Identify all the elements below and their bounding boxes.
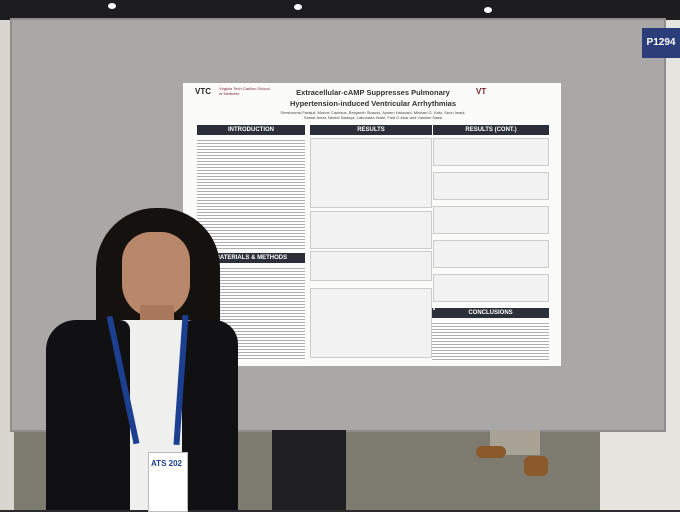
figure-panel xyxy=(433,172,549,200)
figure-panel xyxy=(433,240,549,268)
figure-panel xyxy=(310,211,432,249)
shoe xyxy=(524,456,548,476)
section-header: CONCLUSIONS xyxy=(432,308,549,318)
figure-panel xyxy=(433,274,549,302)
dark-legs xyxy=(272,430,346,510)
partner-logo: VT xyxy=(476,87,487,96)
body-text xyxy=(197,138,305,250)
booth-label: P1294 xyxy=(642,28,680,58)
logo: VTC xyxy=(195,87,211,96)
title: Extracellular-cAMP Suppresses Pulmonary … xyxy=(263,87,483,109)
light xyxy=(484,7,492,13)
light xyxy=(108,3,116,9)
author-line: Sheshruma Parajuli, Monne Cachaux, Benja… xyxy=(280,110,466,115)
figure-panel xyxy=(433,308,435,310)
section-header: MATERIALS & METHODS xyxy=(197,253,305,263)
title-line: Extracellular-cAMP Suppresses Pulmonary xyxy=(296,88,450,97)
figure-panel xyxy=(310,138,432,208)
section-header: INTRODUCTION xyxy=(197,125,305,135)
face xyxy=(122,232,190,318)
shoe xyxy=(476,446,506,458)
school: Virginia Tech Carilion School of Medicin… xyxy=(219,86,270,96)
section-header: RESULTS xyxy=(310,125,432,135)
figure-panel xyxy=(310,288,432,358)
badge-text: ATS 202 xyxy=(151,459,182,468)
figure-panel xyxy=(433,138,549,166)
section-header: RESULTS (CONT.) xyxy=(433,125,549,135)
authors: Sheshruma Parajuli, Monne Cachaux, Benja… xyxy=(243,110,503,120)
light xyxy=(294,4,302,10)
poster: VTC Virginia Tech Carilion School of Med… xyxy=(183,83,561,366)
title-line: Hypertension-induced Ventricular Arrhyth… xyxy=(289,99,456,108)
body-text xyxy=(432,321,549,361)
figure-panel xyxy=(310,251,432,281)
author-line: Samar Antar, Nestor Badoya, Lahouaria Ha… xyxy=(303,115,443,120)
badge: ATS 202 xyxy=(148,452,188,512)
ceiling xyxy=(0,0,680,22)
jacket xyxy=(182,320,238,510)
figure-panel xyxy=(433,206,549,234)
